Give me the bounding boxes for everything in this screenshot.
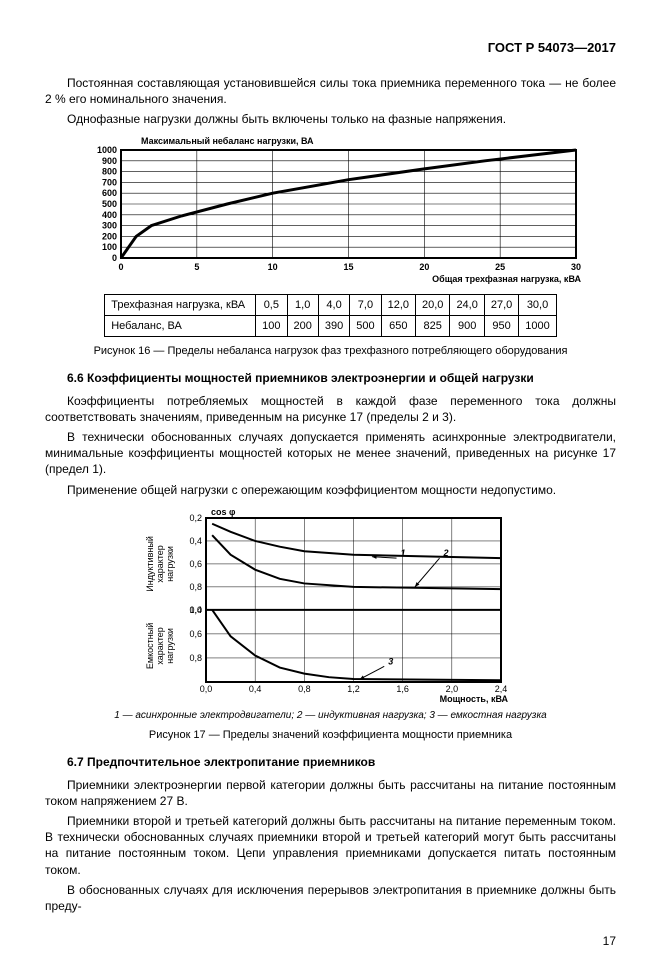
svg-text:800: 800 [101,166,116,176]
table-16: Трехфазная нагрузка, кВА0,51,04,07,012,0… [104,294,557,337]
svg-text:1000: 1000 [96,145,116,155]
svg-text:Общая трехфазная нагрузка, кВА: Общая трехфазная нагрузка, кВА [432,274,581,284]
doc-header: ГОСТ Р 54073—2017 [45,40,616,55]
para-3: Коэффициенты потребляемых мощностей в ка… [45,393,616,425]
svg-text:300: 300 [101,220,116,230]
table-cell: 0,5 [256,294,287,315]
svg-text:400: 400 [101,209,116,219]
section-6-7-title: 6.7 Предпочтительное электропитание прие… [45,755,616,769]
svg-text:0,4: 0,4 [189,536,202,546]
svg-text:5: 5 [194,262,199,272]
para-1: Постоянная составляющая установившейся с… [45,75,616,107]
svg-text:cos φ: cos φ [211,507,236,517]
figure-17: 0,00,40,81,21,62,02,40,20,40,60,81,00,80… [45,504,616,704]
table-cell: 20,0 [416,294,450,315]
svg-text:500: 500 [101,199,116,209]
table-cell: 30,0 [519,294,556,315]
table-cell: 900 [450,315,484,336]
svg-text:100: 100 [101,242,116,252]
svg-text:Максимальный небаланс нагрузки: Максимальный небаланс нагрузки, ВА [141,136,314,146]
table-row-label: Трехфазная нагрузка, кВА [105,294,256,315]
para-7: Приемники второй и третьей категорий дол… [45,813,616,878]
table-cell: 27,0 [484,294,518,315]
svg-text:0,8: 0,8 [189,582,202,592]
figure-17-caption: Рисунок 17 — Пределы значений коэффициен… [45,729,616,741]
svg-text:15: 15 [343,262,353,272]
para-6: Приемники электроэнергии первой категори… [45,777,616,809]
svg-text:0: 0 [118,262,123,272]
table-cell: 1000 [519,315,556,336]
svg-text:0,2: 0,2 [189,513,202,523]
svg-text:0,8: 0,8 [189,653,202,663]
svg-text:2,0: 2,0 [445,684,458,694]
table-cell: 1,0 [287,294,318,315]
svg-text:Емкостныйхарактернагрузки: Емкостныйхарактернагрузки [145,622,175,668]
svg-text:600: 600 [101,188,116,198]
para-2: Однофазные нагрузки должны быть включены… [45,111,616,127]
table-cell: 12,0 [381,294,415,315]
svg-text:0,0: 0,0 [199,684,212,694]
table-cell: 7,0 [350,294,381,315]
figure-16-caption: Рисунок 16 — Пределы небаланса нагрузок … [45,345,616,357]
table-cell: 950 [484,315,518,336]
para-4: В технически обоснованных случаях допуск… [45,429,616,478]
table-cell: 500 [350,315,381,336]
table-cell: 650 [381,315,415,336]
svg-text:30: 30 [570,262,580,272]
svg-text:0,8: 0,8 [298,684,311,694]
table-cell: 200 [287,315,318,336]
table-cell: 825 [416,315,450,336]
figure-16: 01002003004005006007008009001000 0 5 10 15 20… [45,134,616,284]
svg-text:10: 10 [267,262,277,272]
svg-text:20: 20 [419,262,429,272]
svg-text:700: 700 [101,177,116,187]
para-8: В обоснованных случаях для исключения пе… [45,882,616,914]
table-cell: 390 [318,315,349,336]
svg-text:200: 200 [101,231,116,241]
svg-text:25: 25 [495,262,505,272]
page-number: 17 [45,934,616,948]
svg-text:0,6: 0,6 [189,629,202,639]
table-cell: 100 [256,315,287,336]
svg-text:2,4: 2,4 [494,684,507,694]
svg-text:1: 1 [400,548,405,558]
svg-text:1,2: 1,2 [347,684,360,694]
svg-text:0,4: 0,4 [248,684,261,694]
svg-text:0: 0 [111,253,116,263]
svg-text:900: 900 [101,155,116,165]
svg-text:0,4: 0,4 [189,605,202,615]
svg-text:0,6: 0,6 [189,559,202,569]
table-cell: 4,0 [318,294,349,315]
svg-text:1,6: 1,6 [396,684,409,694]
para-5: Применение общей нагрузки с опережающим … [45,482,616,498]
table-cell: 24,0 [450,294,484,315]
svg-text:Индуктивныйхарактернагрузки: Индуктивныйхарактернагрузки [145,536,175,592]
svg-text:3: 3 [388,656,393,666]
svg-text:Мощность, кВА: Мощность, кВА [439,694,508,704]
table-row-label: Небаланс, ВА [105,315,256,336]
figure-17-legend: 1 — асинхронные электродвигатели; 2 — ин… [45,710,616,721]
section-6-6-title: 6.6 Коэффициенты мощностей приемников эл… [45,371,616,385]
svg-text:2: 2 [442,548,448,558]
